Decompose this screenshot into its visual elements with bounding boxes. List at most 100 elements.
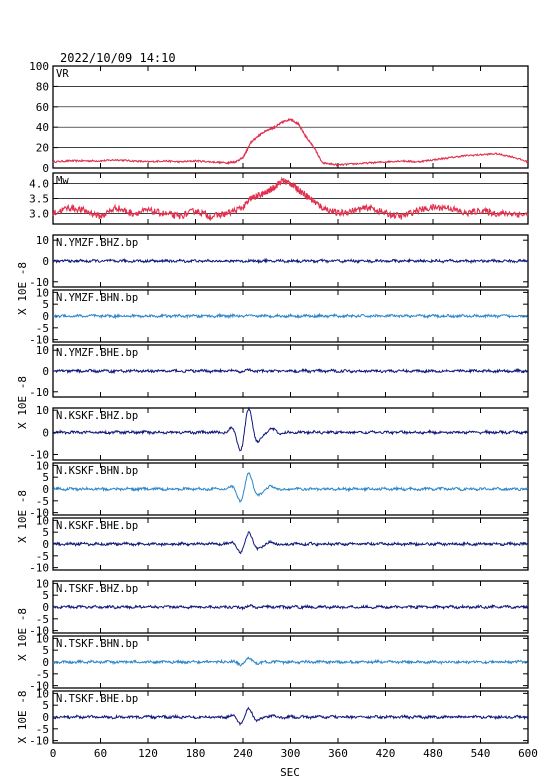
y-tick-label: -10 (29, 680, 49, 693)
panel-kskf-bhz: 10 0 -10 N.KSKF.BHZ.bp (29, 404, 529, 461)
y-tick-label: 0 (42, 426, 49, 439)
y-tick-label: 5 (42, 471, 49, 484)
series-line-vr (52, 117, 529, 167)
series-line-kskf-bhe (52, 531, 529, 555)
panel-ymzf-bhz: 10 0 -10 N.YMZF.BHZ.bp (29, 234, 529, 289)
y-tick-label: -5 (36, 322, 49, 335)
panel-frame (52, 65, 529, 169)
y-tick-label: 4.0 (29, 178, 49, 191)
y-tick-label: 10 (36, 577, 49, 590)
y-unit-label: X 10E -8 (16, 490, 29, 543)
y-tick-label: 0 (42, 365, 49, 378)
y-tick-label: 10 (36, 632, 49, 645)
y-tick-label: 0 (42, 255, 49, 268)
y-tick-label: 10 (36, 459, 49, 472)
panel-label-mw: Mw (56, 175, 69, 187)
x-tick-label: 480 (423, 747, 443, 760)
series-line-mw (52, 176, 529, 222)
y-tick-label: 80 (36, 80, 49, 93)
panel-label-ymzf-bhz: N.YMZF.BHZ.bp (56, 237, 138, 249)
series-line-ymzf-bhz (52, 257, 529, 265)
y-tick-label: 5 (42, 699, 49, 712)
y-tick-label: 100 (29, 60, 49, 73)
y-tick-label: 5 (42, 589, 49, 602)
x-tick-label: 60 (94, 747, 107, 760)
y-tick-label: 10 (36, 404, 49, 417)
y-tick-label: 5 (42, 644, 49, 657)
y-tick-label: -10 (29, 562, 49, 575)
y-tick-label: 0 (42, 711, 49, 724)
y-unit-label: X 10E -8 (16, 262, 29, 315)
series-line-ymzf-bhn (52, 312, 528, 320)
y-tick-label: -5 (36, 723, 49, 736)
x-axis-label: SEC (280, 766, 300, 779)
y-unit-label: X 10E -8 (16, 691, 29, 744)
y-tick-label: -10 (29, 448, 49, 461)
panel-label-tskf-bhn: N.TSKF.BHN.bp (56, 638, 138, 650)
x-tick-label: 0 (50, 747, 57, 760)
y-tick-label: 0 (42, 601, 49, 614)
y-axis-unit-labels: X 10E -8 X 10E -8 X 10E -8 X 10E -8 X 10E -8 (16, 262, 29, 743)
panel-label-kskf-bhz: N.KSKF.BHZ.bp (56, 410, 138, 422)
y-tick-label: 10 (36, 514, 49, 527)
series-line-kskf-bhn (52, 472, 529, 504)
y-tick-label: -5 (36, 550, 49, 563)
x-tick-label: 540 (471, 747, 491, 760)
y-tick-label: 10 (36, 687, 49, 700)
y-tick-label: 0 (42, 483, 49, 496)
y-tick-label: 0 (42, 538, 49, 551)
timestamp-label: 2022/10/09 14:10 (60, 51, 176, 65)
series-line-kskf-bhz (52, 406, 529, 452)
y-tick-label: 5 (42, 526, 49, 539)
panel-label-vr: VR (56, 68, 69, 80)
x-axis: 0 60 120 180 240 300 360 420 480 540 600 (50, 747, 538, 760)
y-tick-label: 20 (36, 142, 49, 155)
panel-label-ymzf-bhe: N.YMZF.BHE.bp (56, 347, 138, 359)
y-tick-label: 3.5 (29, 193, 49, 206)
x-tick-label: 120 (138, 747, 158, 760)
x-tick-label: 420 (376, 747, 396, 760)
y-tick-label: -5 (36, 668, 49, 681)
panel-label-ymzf-bhn: N.YMZF.BHN.bp (56, 292, 138, 304)
y-tick-label: 10 (36, 234, 49, 247)
x-tick-label: 600 (518, 747, 538, 760)
x-tick-label: 240 (233, 747, 253, 760)
y-tick-label: 60 (36, 101, 49, 114)
series-line-tskf-bhz (52, 603, 529, 611)
y-tick-label: -5 (36, 613, 49, 626)
y-tick-label: 40 (36, 121, 49, 134)
y-tick-label: 5 (42, 298, 49, 311)
panel-label-tskf-bhz: N.TSKF.BHZ.bp (56, 583, 138, 595)
panel-label-kskf-bhn: N.KSKF.BHN.bp (56, 465, 138, 477)
y-tick-label: -10 (29, 334, 49, 347)
y-unit-label: X 10E -8 (16, 376, 29, 429)
panel-vr: 0 20 40 60 80 100 VR (29, 60, 529, 175)
y-tick-label: 0 (42, 162, 49, 175)
x-tick-label: 300 (281, 747, 301, 760)
y-tick-label: 10 (36, 344, 49, 357)
y-unit-label: X 10E -8 (16, 608, 29, 661)
y-tick-label: -10 (29, 625, 49, 638)
series-line-tskf-bhe (52, 706, 529, 727)
panel-label-tskf-bhe: N.TSKF.BHE.bp (56, 693, 138, 705)
y-tick-label: -10 (29, 735, 49, 748)
y-tick-label: 3.0 (29, 208, 49, 221)
x-tick-label: 360 (328, 747, 348, 760)
series-line-tskf-bhn (52, 656, 529, 667)
panel-mw: 3.0 3.5 4.0 Mw (29, 172, 529, 225)
y-tick-label: 0 (42, 310, 49, 323)
y-tick-label: -10 (29, 276, 49, 289)
panel-label-kskf-bhe: N.KSKF.BHE.bp (56, 520, 138, 532)
y-tick-label: -10 (29, 507, 49, 520)
y-tick-label: 10 (36, 286, 49, 299)
y-tick-label: 0 (42, 656, 49, 669)
y-tick-label: -10 (29, 386, 49, 399)
